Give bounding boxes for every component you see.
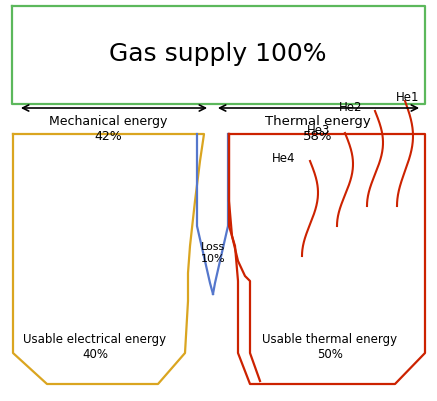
Text: Loss
10%: Loss 10% [201,241,225,263]
Text: He4: He4 [271,152,295,164]
Text: Gas supply 100%: Gas supply 100% [109,42,327,66]
Text: Thermal energy
58%: Thermal energy 58% [265,115,371,143]
Text: He1: He1 [396,91,420,104]
Text: He3: He3 [307,124,330,137]
Text: He2: He2 [339,101,362,114]
Text: Usable electrical energy
40%: Usable electrical energy 40% [24,332,166,360]
Text: Usable thermal energy
50%: Usable thermal energy 50% [263,332,398,360]
Text: Mechanical energy
42%: Mechanical energy 42% [49,115,167,143]
